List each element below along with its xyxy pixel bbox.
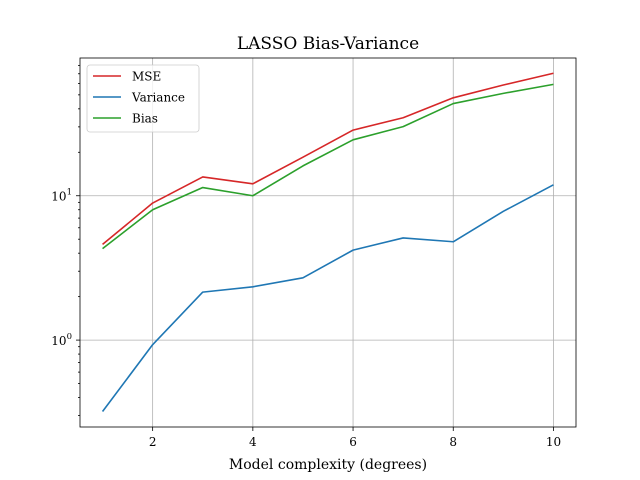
legend-label-bias: Bias (132, 112, 158, 126)
x-tick-label: 4 (249, 435, 257, 449)
x-tick-label: 8 (449, 435, 457, 449)
series-line-bias (102, 83, 554, 250)
x-tick-label: 6 (349, 435, 357, 449)
series-line-variance (101, 184, 554, 412)
legend-label-variance: Variance (131, 91, 185, 105)
axis-ticks: 2 4 6 8 10 100 101 (51, 64, 561, 449)
y-tick-label: 100 (51, 332, 72, 348)
x-tick-label: 10 (546, 435, 561, 449)
series-line-mse (102, 72, 554, 246)
y-tick-label: 101 (51, 188, 72, 204)
legend-frame (86, 64, 200, 133)
chart-title: LASSO Bias-Variance (237, 34, 419, 54)
legend-label-mse: MSE (132, 70, 161, 84)
legend: MSE Variance Bias (86, 64, 200, 133)
x-tick-label: 2 (149, 435, 157, 449)
x-axis-label: Model complexity (degrees) (229, 457, 427, 473)
series-lines (101, 72, 554, 412)
plot-frame (79, 57, 577, 428)
